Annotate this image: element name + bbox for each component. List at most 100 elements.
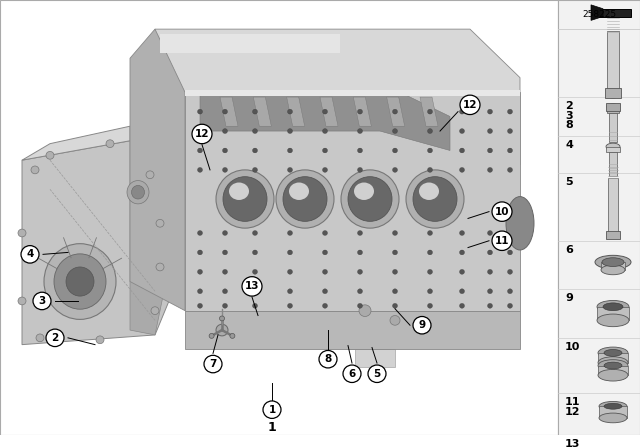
Circle shape xyxy=(46,329,64,347)
Bar xyxy=(606,146,620,152)
Circle shape xyxy=(428,109,433,114)
Bar xyxy=(599,406,627,418)
Polygon shape xyxy=(22,141,175,345)
Circle shape xyxy=(428,269,433,274)
Circle shape xyxy=(287,250,292,255)
Ellipse shape xyxy=(604,403,622,409)
Text: 8: 8 xyxy=(324,354,332,364)
Circle shape xyxy=(323,129,328,134)
Circle shape xyxy=(359,305,371,316)
Circle shape xyxy=(460,269,465,274)
Circle shape xyxy=(220,316,225,321)
Circle shape xyxy=(323,269,328,274)
Circle shape xyxy=(323,231,328,235)
Polygon shape xyxy=(200,92,450,151)
Circle shape xyxy=(198,303,202,308)
Circle shape xyxy=(253,148,257,153)
Text: 13: 13 xyxy=(565,439,580,448)
Circle shape xyxy=(428,148,433,153)
Bar xyxy=(607,31,619,95)
Ellipse shape xyxy=(606,143,620,150)
Polygon shape xyxy=(320,97,338,126)
Circle shape xyxy=(198,269,202,274)
Circle shape xyxy=(146,171,154,179)
Circle shape xyxy=(488,303,493,308)
Text: 9: 9 xyxy=(419,320,426,330)
Text: 11: 11 xyxy=(565,397,580,407)
Circle shape xyxy=(358,289,362,294)
Circle shape xyxy=(392,148,397,153)
Ellipse shape xyxy=(419,182,439,200)
Ellipse shape xyxy=(406,170,464,228)
Ellipse shape xyxy=(216,170,274,228)
Text: 11: 11 xyxy=(495,236,509,246)
Bar xyxy=(558,0,640,435)
Circle shape xyxy=(223,303,227,308)
Circle shape xyxy=(198,109,202,114)
Circle shape xyxy=(392,129,397,134)
Text: 6: 6 xyxy=(565,245,573,254)
Text: 1: 1 xyxy=(268,421,276,434)
Circle shape xyxy=(392,303,397,308)
Circle shape xyxy=(96,336,104,344)
Bar xyxy=(598,353,628,362)
Circle shape xyxy=(151,307,159,314)
Bar xyxy=(609,112,617,142)
Bar xyxy=(609,152,617,176)
Circle shape xyxy=(508,303,513,308)
Circle shape xyxy=(230,333,235,338)
Circle shape xyxy=(323,250,328,255)
Circle shape xyxy=(413,316,431,334)
Circle shape xyxy=(287,168,292,172)
Ellipse shape xyxy=(597,301,629,313)
Ellipse shape xyxy=(66,267,94,296)
Circle shape xyxy=(242,277,262,296)
Circle shape xyxy=(390,315,400,325)
Circle shape xyxy=(223,109,227,114)
Circle shape xyxy=(319,350,337,368)
Text: 1: 1 xyxy=(268,405,276,415)
Circle shape xyxy=(460,250,465,255)
Bar xyxy=(355,349,395,367)
Circle shape xyxy=(392,289,397,294)
Ellipse shape xyxy=(341,170,399,228)
Circle shape xyxy=(287,231,292,235)
Circle shape xyxy=(488,231,493,235)
Circle shape xyxy=(106,140,114,147)
Circle shape xyxy=(428,231,433,235)
Circle shape xyxy=(323,109,328,114)
Circle shape xyxy=(358,148,362,153)
Circle shape xyxy=(223,289,227,294)
Circle shape xyxy=(18,229,26,237)
Circle shape xyxy=(368,365,386,383)
Circle shape xyxy=(253,129,257,134)
Ellipse shape xyxy=(276,170,334,228)
Text: 2: 2 xyxy=(51,333,59,343)
Circle shape xyxy=(428,250,433,255)
Bar xyxy=(607,107,619,112)
Circle shape xyxy=(209,333,214,338)
Circle shape xyxy=(488,168,493,172)
Circle shape xyxy=(460,289,465,294)
Ellipse shape xyxy=(223,177,267,221)
Circle shape xyxy=(253,168,257,172)
Ellipse shape xyxy=(598,347,628,359)
Circle shape xyxy=(21,246,39,263)
Circle shape xyxy=(488,148,493,153)
Circle shape xyxy=(508,269,513,274)
Circle shape xyxy=(488,109,493,114)
Text: 12: 12 xyxy=(463,100,477,110)
Circle shape xyxy=(492,202,512,221)
Ellipse shape xyxy=(607,104,619,110)
Circle shape xyxy=(358,109,362,114)
Circle shape xyxy=(253,231,257,235)
Text: 4: 4 xyxy=(565,140,573,150)
Ellipse shape xyxy=(289,182,309,200)
Polygon shape xyxy=(185,92,520,310)
Circle shape xyxy=(253,250,257,255)
Circle shape xyxy=(460,148,465,153)
Circle shape xyxy=(428,168,433,172)
Ellipse shape xyxy=(354,182,374,200)
Circle shape xyxy=(343,365,361,383)
Circle shape xyxy=(287,109,292,114)
